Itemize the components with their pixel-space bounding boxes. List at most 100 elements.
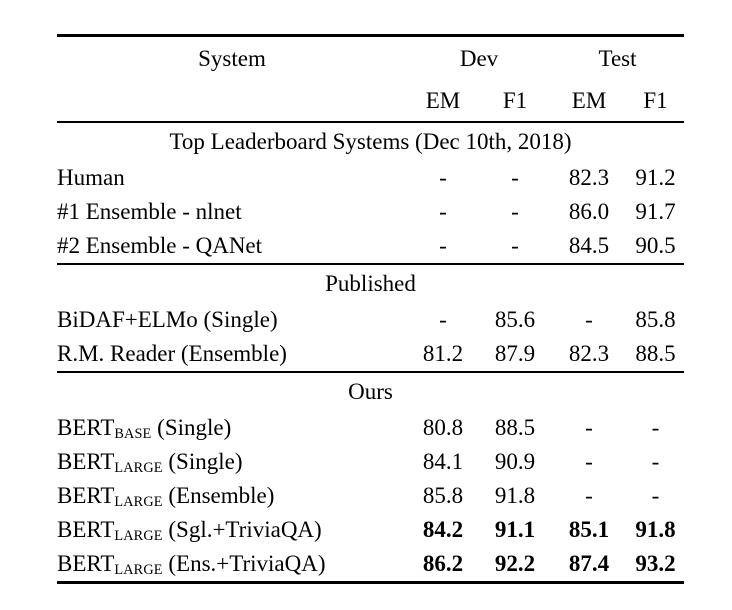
header-group-row: System Dev Test bbox=[57, 36, 684, 82]
metric-cell: 86.0 bbox=[568, 199, 610, 225]
table-row: BERTLARGE (Ensemble) 85.8 91.8 - - bbox=[57, 479, 684, 513]
squad-results-table: System Dev Test EM F1 EM F1 Top Leaderbo… bbox=[57, 34, 685, 584]
system-cell: BERTLARGE (Sgl.+TriviaQA) bbox=[57, 513, 407, 547]
test-em-header: EM bbox=[551, 81, 628, 123]
section-title-row: Ours bbox=[57, 371, 685, 411]
system-name-text: (Ensemble) bbox=[162, 483, 275, 509]
system-cell: BERTLARGE (Single) bbox=[57, 445, 407, 479]
table-row: BERTBASE (Single) 80.8 88.5 - - bbox=[57, 411, 684, 445]
system-name-subscript: LARGE bbox=[114, 528, 163, 545]
system-name-subscript: LARGE bbox=[114, 562, 163, 579]
system-cell: #2 Ensemble - QANet bbox=[57, 229, 407, 264]
system-name-text: BERT bbox=[57, 551, 115, 577]
table-header: System Dev Test EM F1 EM F1 bbox=[57, 36, 685, 123]
section-title: Published bbox=[57, 263, 685, 303]
metric-cell: - bbox=[511, 233, 519, 259]
system-name-text: BERT bbox=[57, 415, 115, 441]
metric-cell: 82.3 bbox=[568, 165, 610, 191]
system-name-text: (Single) bbox=[162, 449, 243, 475]
section-title-row: Published bbox=[57, 263, 685, 303]
table-row: R.M. Reader (Ensemble) 81.2 87.9 82.3 88.5 bbox=[57, 337, 684, 372]
metric-cell: - bbox=[651, 415, 660, 441]
metric-cell: - bbox=[585, 307, 593, 333]
metric-cell: 91.8 bbox=[635, 517, 676, 543]
system-cell: BERTBASE (Single) bbox=[57, 411, 407, 445]
metric-cell: 80.8 bbox=[422, 415, 464, 441]
system-name-text: (Sgl.+TriviaQA) bbox=[162, 517, 322, 543]
metric-cell: - bbox=[511, 199, 519, 225]
metric-cell: 84.5 bbox=[568, 233, 610, 259]
system-name-text: BERT bbox=[57, 517, 115, 543]
system-cell: BERTLARGE (Ensemble) bbox=[57, 479, 407, 513]
dev-em-header: EM bbox=[407, 81, 479, 123]
system-cell: Human bbox=[57, 161, 407, 195]
system-name-text: (Single) bbox=[151, 415, 232, 441]
system-name-text: #1 Ensemble - nlnet bbox=[57, 199, 242, 225]
metric-cell: 91.7 bbox=[635, 199, 676, 225]
test-f1-header: F1 bbox=[627, 81, 685, 123]
dev-f1-header: F1 bbox=[479, 81, 552, 123]
metric-cell: 92.2 bbox=[494, 551, 536, 577]
metric-cell: 81.2 bbox=[422, 341, 464, 367]
metric-cell: 88.5 bbox=[635, 341, 676, 367]
metric-cell: 85.8 bbox=[635, 307, 676, 333]
metric-cell: - bbox=[651, 483, 660, 509]
table-row: BiDAF+ELMo (Single) - 85.6 - 85.8 bbox=[57, 303, 684, 337]
system-name-text: #2 Ensemble - QANet bbox=[57, 233, 263, 259]
system-name-text: BERT bbox=[57, 483, 115, 509]
table-row: BERTLARGE (Single) 84.1 90.9 - - bbox=[57, 445, 684, 479]
system-name-text: (Ens.+TriviaQA) bbox=[162, 551, 326, 577]
metric-cell: 91.2 bbox=[635, 165, 676, 191]
system-cell: R.M. Reader (Ensemble) bbox=[57, 337, 407, 372]
table-row: BERTLARGE (Ens.+TriviaQA) 86.2 92.2 87.4 93.… bbox=[57, 547, 684, 583]
system-name-text: BERT bbox=[57, 449, 115, 475]
system-name-subscript: LARGE bbox=[114, 494, 163, 511]
metric-cell: 86.2 bbox=[422, 551, 464, 577]
table-row: BERTLARGE (Sgl.+TriviaQA) 84.2 91.1 85.1 91.… bbox=[57, 513, 684, 547]
table-body: Top Leaderboard Systems (Dec 10th, 2018)… bbox=[57, 122, 685, 583]
header-metric-row: EM F1 EM F1 bbox=[57, 81, 685, 123]
metric-cell: 93.2 bbox=[635, 551, 676, 577]
metric-cell: - bbox=[585, 483, 593, 509]
metric-cell: 87.4 bbox=[568, 551, 610, 577]
metric-cell: - bbox=[439, 199, 447, 225]
metric-cell: - bbox=[439, 233, 447, 259]
table-row: #1 Ensemble - nlnet - - 86.0 91.7 bbox=[57, 195, 684, 229]
dev-group-header: Dev bbox=[459, 46, 499, 72]
metric-cell: - bbox=[511, 165, 519, 191]
table-row: #2 Ensemble - QANet - - 84.5 90.5 bbox=[57, 229, 684, 264]
system-name-text: R.M. Reader (Ensemble) bbox=[57, 341, 287, 367]
metric-cell: - bbox=[439, 165, 447, 191]
system-column-header: System bbox=[198, 46, 266, 72]
empty-header-cell bbox=[57, 81, 407, 123]
metric-cell: 84.2 bbox=[422, 517, 464, 543]
section-title-row: Top Leaderboard Systems (Dec 10th, 2018) bbox=[57, 122, 684, 161]
metric-cell: 90.9 bbox=[494, 449, 536, 475]
section-title: Ours bbox=[57, 371, 685, 411]
metric-cell: 85.6 bbox=[494, 307, 536, 333]
system-cell: #1 Ensemble - nlnet bbox=[57, 195, 407, 229]
table-row: Human - - 82.3 91.2 bbox=[57, 161, 684, 195]
metric-cell: - bbox=[585, 415, 593, 441]
metric-cell: - bbox=[439, 307, 447, 333]
system-name-subscript: LARGE bbox=[114, 460, 163, 477]
system-cell: BiDAF+ELMo (Single) bbox=[57, 303, 407, 337]
metric-cell: 90.5 bbox=[635, 233, 676, 259]
system-name-text: Human bbox=[57, 165, 125, 191]
metric-cell: 88.5 bbox=[494, 415, 536, 441]
section-title: Top Leaderboard Systems (Dec 10th, 2018) bbox=[169, 129, 572, 155]
metric-cell: 82.3 bbox=[568, 341, 610, 367]
system-cell: BERTLARGE (Ens.+TriviaQA) bbox=[57, 547, 407, 583]
metric-cell: 91.8 bbox=[494, 483, 536, 509]
metric-cell: 84.1 bbox=[422, 449, 464, 475]
system-name-text: BiDAF+ELMo (Single) bbox=[57, 307, 278, 333]
metric-cell: 87.9 bbox=[494, 341, 536, 367]
metric-cell: 85.1 bbox=[568, 517, 610, 543]
metric-cell: - bbox=[651, 449, 660, 475]
metric-cell: 85.8 bbox=[422, 483, 464, 509]
metric-cell: 91.1 bbox=[494, 517, 536, 543]
system-name-subscript: BASE bbox=[114, 426, 152, 443]
metric-cell: - bbox=[585, 449, 593, 475]
test-group-header: Test bbox=[598, 46, 637, 72]
